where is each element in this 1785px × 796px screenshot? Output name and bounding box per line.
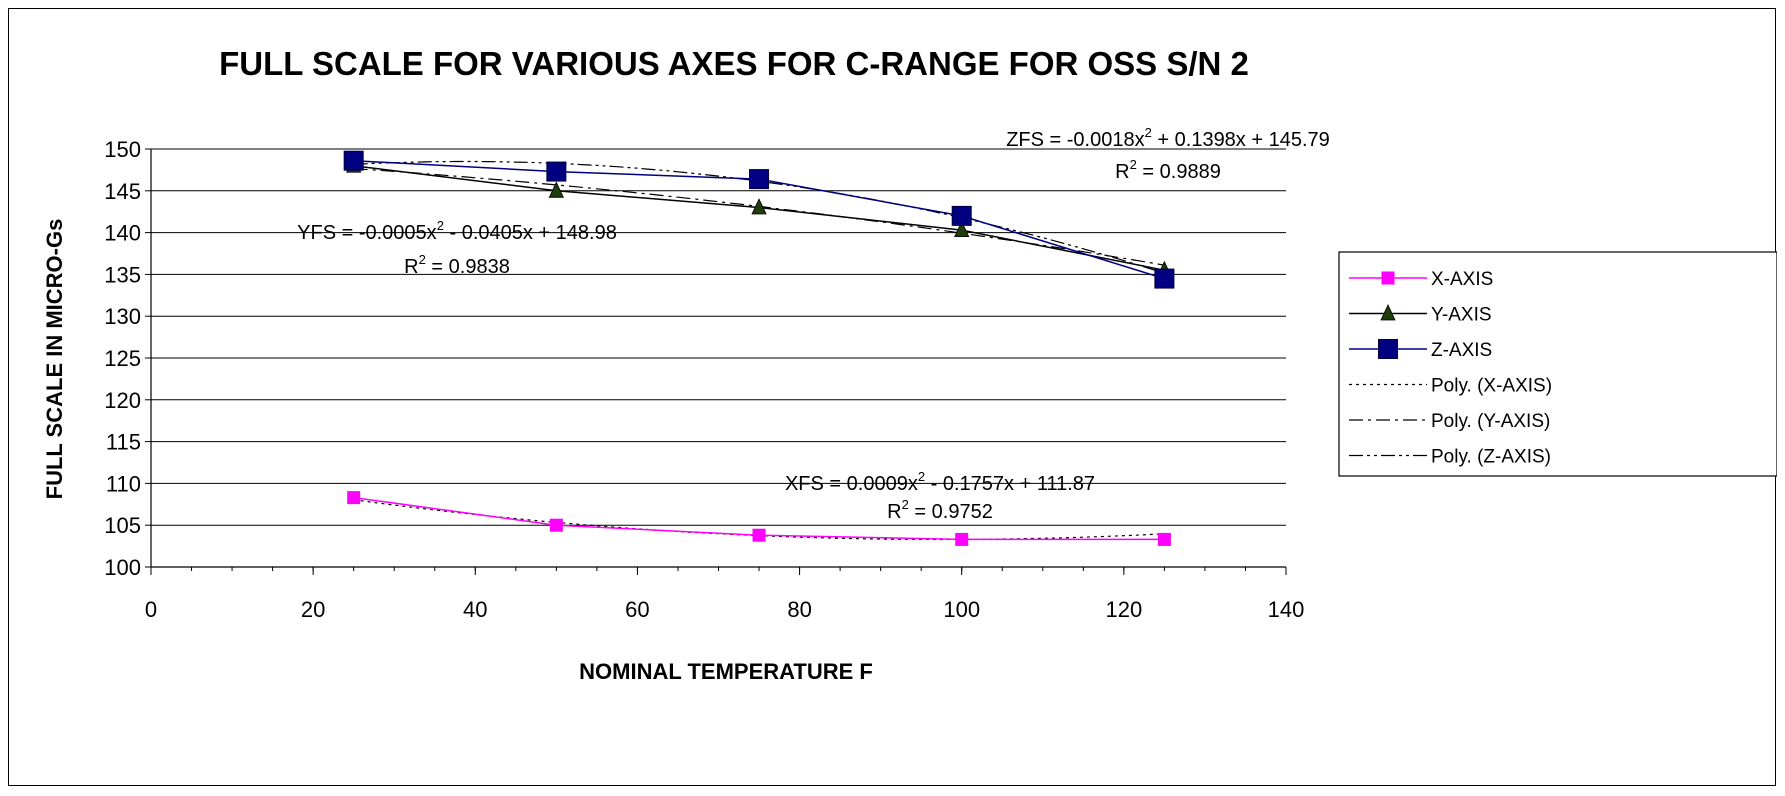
trend-equation: XFS = 0.0009x2 - 0.1757x + 111.87 xyxy=(785,469,1095,495)
legend-label: Poly. (Z-AXIS) xyxy=(1431,447,1551,468)
legend-label: Poly. (Y-AXIS) xyxy=(1431,411,1550,432)
data-point xyxy=(955,532,969,546)
x-tick-label: 80 xyxy=(787,597,811,622)
legend-marker xyxy=(1380,304,1396,321)
chart-frame: FULL SCALE FOR VARIOUS AXES FOR C-RANGE … xyxy=(8,8,1777,786)
data-point xyxy=(1157,532,1171,546)
y-axis-label: FULL SCALE IN MICRO-Gs xyxy=(42,219,67,500)
trend-equation: ZFS = -0.0018x2 + 0.1398x + 145.79 xyxy=(1006,125,1330,151)
data-point xyxy=(749,169,770,190)
legend-marker xyxy=(1378,339,1398,359)
legend-box xyxy=(1338,251,1777,477)
data-point xyxy=(343,150,364,171)
y-tick-label: 150 xyxy=(104,137,141,162)
legend-marker xyxy=(1381,271,1395,285)
r-squared: R2 = 0.9838 xyxy=(404,252,510,278)
y-tick-label: 115 xyxy=(106,430,141,455)
y-tick-label: 145 xyxy=(104,179,141,204)
legend-label: X-AXIS xyxy=(1431,269,1493,290)
data-point xyxy=(751,198,767,215)
y-tick-label: 140 xyxy=(104,221,141,246)
y-tick-label: 105 xyxy=(104,513,141,538)
x-tick-label: 20 xyxy=(301,597,325,622)
r-squared: R2 = 0.9752 xyxy=(887,497,993,523)
y-tick-label: 125 xyxy=(104,346,141,371)
chart-title: FULL SCALE FOR VARIOUS AXES FOR C-RANGE … xyxy=(219,45,1249,82)
data-point xyxy=(549,518,563,532)
trend-equation: YFS = -0.0005x2 - 0.0405x + 148.98 xyxy=(297,218,617,244)
legend-label: Z-AXIS xyxy=(1431,340,1492,361)
y-tick-label: 110 xyxy=(106,471,141,496)
y-tick-label: 130 xyxy=(104,304,141,329)
plot-area: 100 105 110 115 120 125 130 135 140 145 150 0 20 40 60… xyxy=(104,125,1330,622)
legend-label: Y-AXIS xyxy=(1431,305,1492,326)
data-point xyxy=(752,528,766,542)
x-tick-label: 140 xyxy=(1268,597,1305,622)
line-chart: FULL SCALE FOR VARIOUS AXES FOR C-RANGE … xyxy=(42,45,1777,684)
y-tick-label: 135 xyxy=(104,262,141,287)
y-tick-label: 120 xyxy=(104,388,141,413)
x-tick-label: 120 xyxy=(1105,597,1142,622)
x-tick-label: 0 xyxy=(145,597,157,622)
x-axis-label: NOMINAL TEMPERATURE F xyxy=(579,659,873,684)
y-tick-label: 100 xyxy=(104,555,141,580)
trendline xyxy=(353,160,1165,274)
legend-label: Poly. (X-AXIS) xyxy=(1431,376,1552,397)
r-squared: R2 = 0.9889 xyxy=(1115,157,1221,183)
data-point xyxy=(1154,268,1175,289)
x-tick-label: 40 xyxy=(463,597,487,622)
data-point xyxy=(951,205,972,226)
x-tick-label: 100 xyxy=(943,597,980,622)
data-point xyxy=(548,181,564,198)
data-point xyxy=(954,220,970,237)
data-point xyxy=(546,161,567,182)
x-tick-label: 60 xyxy=(625,597,649,622)
legend: X-AXIS Y-AXIS Z-AXIS Poly. (X-AXIS) Poly. (Y… xyxy=(1338,251,1777,477)
data-point xyxy=(347,491,361,505)
